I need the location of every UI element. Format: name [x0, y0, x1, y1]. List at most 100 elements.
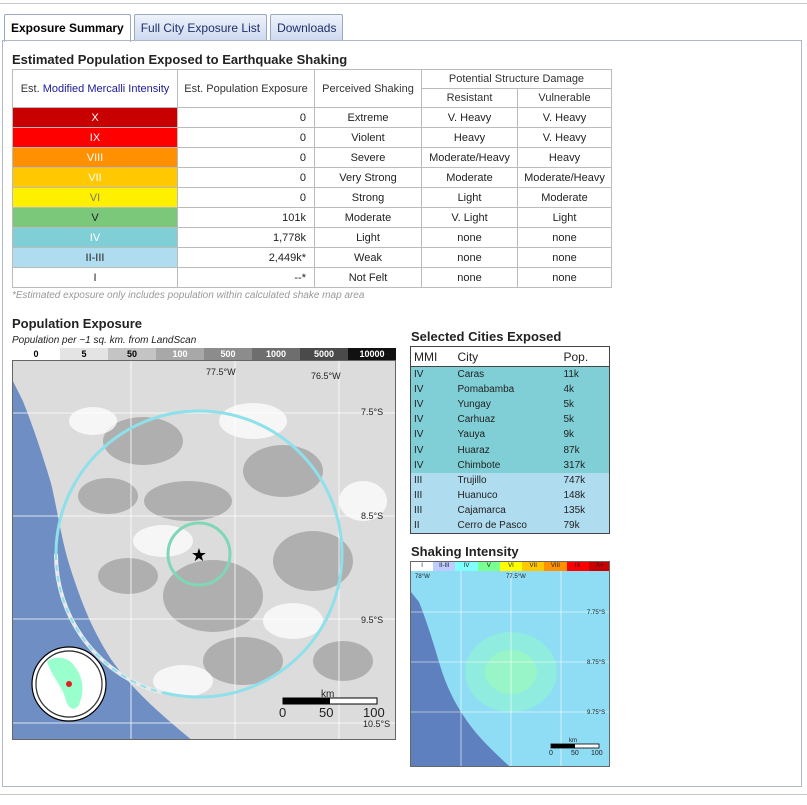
exposure-table-title: Estimated Population Exposed to Earthqua… — [12, 52, 348, 67]
city-population: 79k — [563, 520, 580, 532]
intensity-scale-0: 0 — [549, 750, 553, 757]
city-row: III Huanuco 148k — [410, 488, 610, 504]
intensity-lat-label-2: 8.75°S — [587, 660, 606, 666]
row-resistant: none — [421, 227, 518, 248]
tab-full-city-exposure-list[interactable]: Full City Exposure List — [133, 14, 268, 41]
exposure-footnote: *Estimated exposure only includes popula… — [12, 290, 365, 301]
population-map-graphic: ★ — [13, 361, 395, 739]
exposure-row: II-III 2,449k* Weak none none — [12, 247, 612, 268]
exposure-table-body: X 0 Extreme V. Heavy V. Heavy IX 0 Violent Heavy… — [12, 107, 612, 288]
row-vulnerable: none — [517, 227, 612, 248]
svg-text:★: ★ — [191, 545, 207, 566]
row-shaking: Extreme — [314, 107, 422, 128]
city-mmi: III — [414, 505, 423, 517]
row-population: --* — [177, 267, 315, 288]
population-scale-legend: 0 5 50 100 500 1000 5000 10000 — [12, 348, 396, 360]
intensity-scale-step: I — [411, 562, 434, 571]
row-mmi: X — [12, 107, 178, 128]
row-population: 0 — [177, 127, 315, 148]
city-mmi: IV — [414, 383, 424, 395]
intensity-scale-100: 100 — [591, 750, 603, 757]
row-vulnerable: Moderate/Heavy — [517, 167, 612, 188]
city-name: Trujillo — [457, 474, 487, 486]
intensity-scale-step: IX — [566, 562, 589, 571]
row-population: 0 — [177, 107, 315, 128]
row-resistant: Heavy — [421, 127, 518, 148]
city-mmi: IV — [414, 429, 424, 441]
city-mmi: III — [414, 490, 423, 502]
intensity-scale-step: X+ — [588, 562, 609, 571]
header-shaking: Perceived Shaking — [314, 69, 422, 108]
row-mmi: VIII — [12, 147, 178, 168]
exposure-row: VIII 0 Severe Moderate/Heavy Heavy — [12, 147, 612, 168]
exposure-row: VI 0 Strong Light Moderate — [12, 187, 612, 208]
row-shaking: Moderate — [314, 207, 422, 228]
row-population: 2,449k* — [177, 247, 315, 268]
city-row: IV Carhuaz 5k — [410, 412, 610, 428]
cities-title: Selected Cities Exposed — [411, 329, 562, 344]
row-vulnerable: Moderate — [517, 187, 612, 208]
city-name: Yauya — [457, 429, 486, 441]
map-scale-km: km — [321, 689, 335, 700]
intensity-lat-label-1: 7.75°S — [587, 610, 606, 616]
city-mmi: IV — [414, 398, 424, 410]
map-scale-50: 50 — [319, 705, 334, 720]
intensity-scale-step: VI — [499, 562, 523, 571]
header-mmi-prefix: Est. — [20, 82, 43, 95]
row-vulnerable: none — [517, 267, 612, 288]
row-population: 0 — [177, 167, 315, 188]
city-name: Caras — [457, 368, 485, 380]
map-lat-label-4: 10.5°S — [363, 719, 391, 729]
city-population: 747k — [563, 474, 586, 486]
city-row: IV Chimbote 317k — [410, 457, 610, 473]
row-shaking: Not Felt — [314, 267, 422, 288]
intensity-map[interactable]: I II-III IV V VI VII VIII IX X+ 78°W 77.5°W 7.75… — [410, 561, 610, 767]
city-mmi: II — [414, 520, 420, 532]
header-mmi: Est. Modified Mercalli Intensity — [12, 69, 178, 108]
row-shaking: Violent — [314, 127, 422, 148]
row-mmi: II-III — [12, 247, 178, 268]
row-resistant: Light — [421, 187, 518, 208]
city-row: IV Caras 11k — [410, 366, 610, 382]
city-row: IV Pomabamba 4k — [410, 381, 610, 397]
city-name: Cajamarca — [457, 505, 506, 517]
city-mmi: IV — [414, 459, 424, 471]
population-scale-step: 100 — [156, 348, 204, 360]
intensity-scale-step: V — [477, 562, 500, 571]
row-mmi: IX — [12, 127, 178, 148]
city-row: IV Yungay 5k — [410, 396, 610, 413]
city-population: 135k — [563, 505, 586, 517]
row-resistant: V. Heavy — [421, 107, 518, 128]
map-lon-label-2: 76.5°W — [311, 371, 341, 381]
city-mmi: III — [414, 474, 423, 486]
city-row: III Trujillo 747k — [410, 472, 610, 488]
city-population: 5k — [563, 414, 575, 426]
city-name: Yungay — [457, 398, 491, 410]
header-vulnerable: Vulnerable — [517, 88, 612, 108]
population-scale-step: 10000 — [348, 348, 396, 360]
intensity-scale-legend: I II-III IV V VI VII VIII IX X+ — [411, 562, 609, 571]
city-mmi: IV — [414, 414, 424, 426]
city-population: 5k — [563, 398, 575, 410]
intensity-scale-km: km — [569, 738, 577, 744]
cities-table: MMI City Pop. IV Caras 11k IV Pomabamba 4k IV Y… — [410, 346, 610, 535]
header-population: Est. Population Exposure — [177, 69, 315, 108]
row-shaking: Very Strong — [314, 167, 422, 188]
population-map[interactable]: ★ 77.5°W 76.5°W 7.5°S 8.5°S 9.5°S 10.5°S… — [12, 360, 396, 740]
map-lon-label-1: 77.5°W — [206, 367, 236, 377]
row-vulnerable: none — [517, 247, 612, 268]
population-scale-step: 5000 — [300, 348, 348, 360]
cities-header-city: City — [454, 346, 561, 367]
city-name: Huanuco — [457, 490, 498, 502]
intensity-scale-step: VIII — [544, 562, 567, 571]
tab-downloads[interactable]: Downloads — [270, 14, 344, 41]
mmi-link[interactable]: Modified Mercalli Intensity — [42, 82, 170, 95]
row-mmi: IV — [12, 227, 178, 248]
row-resistant: V. Light — [421, 207, 518, 228]
row-vulnerable: V. Heavy — [517, 107, 612, 128]
tab-exposure-summary[interactable]: Exposure Summary — [4, 14, 131, 42]
header-resistant: Resistant — [421, 88, 518, 108]
city-name: Carhuaz — [457, 414, 496, 426]
bottom-divider — [0, 794, 807, 795]
city-row: III Cajamarca 135k — [410, 503, 610, 519]
